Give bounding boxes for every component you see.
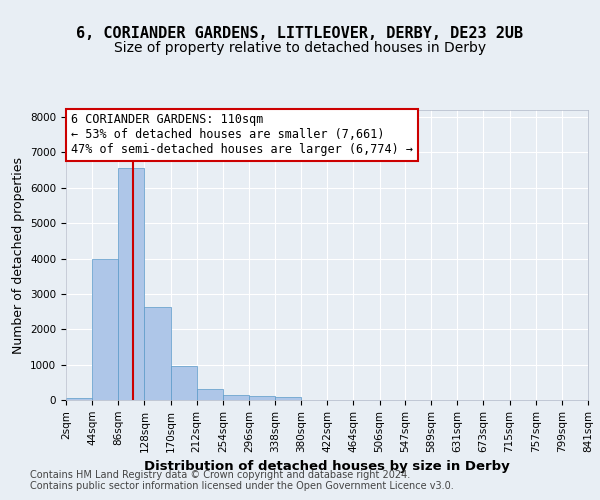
Bar xyxy=(249,396,275,400)
X-axis label: Distribution of detached houses by size in Derby: Distribution of detached houses by size … xyxy=(144,460,510,473)
Text: 6 CORIANDER GARDENS: 110sqm
← 53% of detached houses are smaller (7,661)
47% of : 6 CORIANDER GARDENS: 110sqm ← 53% of det… xyxy=(71,114,413,156)
Y-axis label: Number of detached properties: Number of detached properties xyxy=(11,156,25,354)
Text: Size of property relative to detached houses in Derby: Size of property relative to detached ho… xyxy=(114,41,486,55)
Text: Contains public sector information licensed under the Open Government Licence v3: Contains public sector information licen… xyxy=(30,481,454,491)
Bar xyxy=(170,366,197,400)
Bar xyxy=(145,308,170,400)
Text: Contains HM Land Registry data © Crown copyright and database right 2024.: Contains HM Land Registry data © Crown c… xyxy=(30,470,410,480)
Bar xyxy=(66,398,92,400)
Bar xyxy=(197,389,223,400)
Text: 6, CORIANDER GARDENS, LITTLEOVER, DERBY, DE23 2UB: 6, CORIANDER GARDENS, LITTLEOVER, DERBY,… xyxy=(76,26,524,41)
Bar xyxy=(275,397,301,400)
Bar xyxy=(223,396,249,400)
Bar xyxy=(92,259,118,400)
Bar xyxy=(118,168,145,400)
